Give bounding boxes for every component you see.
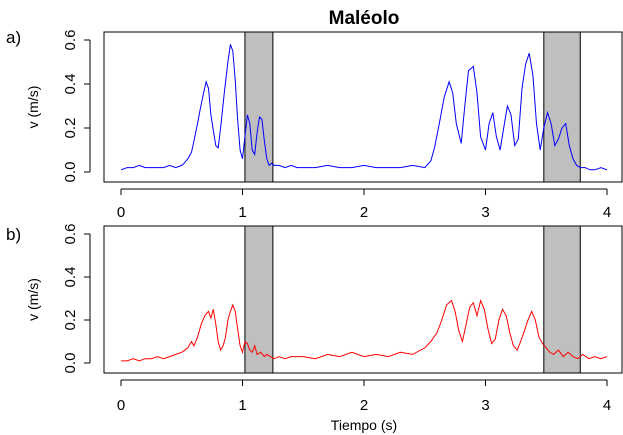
y-axis-label: v (m/s) bbox=[25, 86, 41, 129]
x-tick-label: 2 bbox=[360, 204, 368, 221]
x-axis-label: Tiempo (s) bbox=[331, 417, 397, 433]
y-tick-label: 0.4 bbox=[62, 267, 79, 288]
x-tick-label: 3 bbox=[481, 397, 489, 414]
plot-frame bbox=[103, 31, 623, 183]
shaded-interval bbox=[244, 31, 274, 183]
y-tick-label: 0.6 bbox=[62, 30, 79, 51]
x-tick-label: 1 bbox=[238, 397, 246, 414]
y-tick-label: 0.0 bbox=[62, 162, 79, 183]
y-axis-label: v (m/s) bbox=[25, 278, 41, 321]
x-tick-label: 3 bbox=[481, 204, 489, 221]
panel-b: 0.0 0.2 0.4 0.6 0 1 2 3 4 v (m/s) b) bbox=[6, 224, 623, 414]
y-tick-label: 0.6 bbox=[62, 224, 79, 245]
panel-tag: a) bbox=[6, 28, 21, 47]
series-line bbox=[121, 299, 608, 362]
x-tick-label: 0 bbox=[117, 204, 125, 221]
y-tick-label: 0.2 bbox=[62, 310, 79, 331]
shaded-interval bbox=[543, 31, 581, 183]
x-tick-label: 2 bbox=[360, 397, 368, 414]
x-tick-label: 1 bbox=[238, 204, 246, 221]
shaded-interval bbox=[543, 225, 581, 374]
panel-tag: b) bbox=[6, 225, 21, 244]
plot-frame bbox=[103, 225, 623, 374]
y-tick-label: 0.4 bbox=[62, 74, 79, 95]
x-tick-label: 4 bbox=[603, 204, 611, 221]
series-line bbox=[120, 44, 608, 171]
x-tick-label: 4 bbox=[603, 397, 611, 414]
shaded-interval bbox=[244, 225, 274, 374]
y-tick-label: 0.0 bbox=[62, 353, 79, 374]
x-tick-label: 0 bbox=[117, 397, 125, 414]
panel-a: 0.0 0.2 0.4 0.6 0 1 2 3 4 v (m/s) a) bbox=[6, 28, 623, 221]
figure-title: Maléolo bbox=[329, 8, 400, 29]
y-tick-label: 0.2 bbox=[62, 118, 79, 139]
